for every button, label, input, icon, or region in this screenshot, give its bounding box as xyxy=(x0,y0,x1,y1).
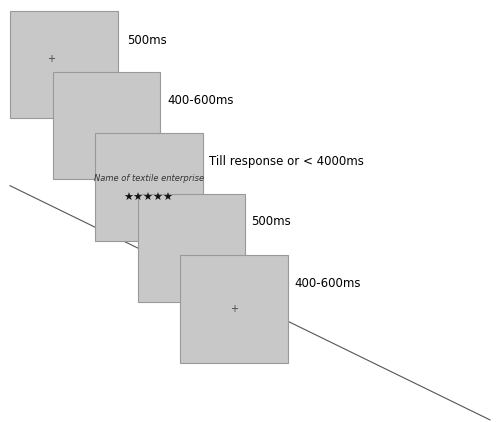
Text: +: + xyxy=(47,54,55,64)
Bar xyxy=(95,133,202,241)
Text: 400-600ms: 400-600ms xyxy=(294,277,360,290)
Bar xyxy=(180,255,288,363)
Bar xyxy=(10,11,118,118)
Text: Name of textile enterprise: Name of textile enterprise xyxy=(94,173,204,183)
Bar xyxy=(52,72,160,179)
Text: ★★★★★: ★★★★★ xyxy=(124,192,174,203)
Text: 500ms: 500ms xyxy=(128,34,167,46)
Text: 400-600ms: 400-600ms xyxy=(168,94,234,107)
Text: 500ms: 500ms xyxy=(251,215,291,228)
Text: +: + xyxy=(230,304,238,314)
Bar xyxy=(138,194,245,302)
Text: Till response or < 4000ms: Till response or < 4000ms xyxy=(209,155,364,168)
